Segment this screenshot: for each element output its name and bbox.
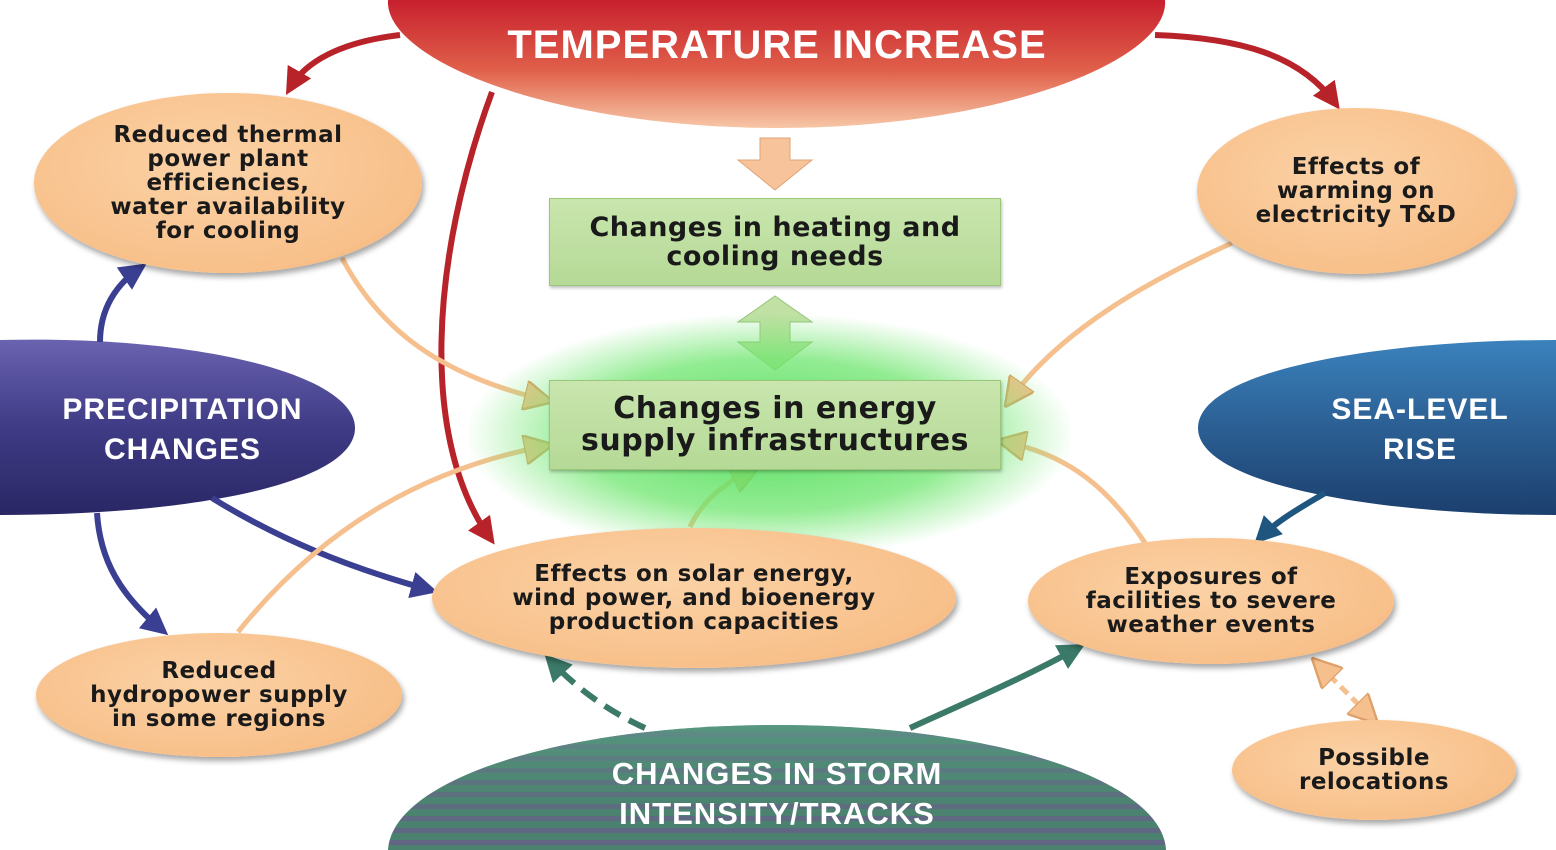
storm-changes-label: CHANGES IN STORM INTENSITY/TRACKS [611,756,943,831]
arrow-storm-to-solar-wind-dashed [544,654,647,731]
sea-level-driver-shape [1198,340,1556,515]
arrow-precipitation-to-solar-wind [210,495,438,599]
exposures-bubble: Exposures of facilities to severe weathe… [1028,538,1394,664]
energy-supply-box: Changes in energy supply infrastructures [549,380,1001,470]
arrow-temperature-to-thermal [285,32,401,96]
relocations-bubble: Possible relocations [1232,720,1516,820]
arrow-precipitation-to-thermal [97,263,147,343]
arrow-temperature-to-warming-td [1154,32,1340,110]
sea-level-rise-label: SEA-LEVEL RISE [1331,393,1509,466]
precipitation-changes-label: PRECIPITATION CHANGES [62,393,303,466]
arrow-storm-to-exposures [908,644,1086,731]
arrow-sea-level-to-exposures [1254,490,1327,544]
storm-driver-overlay [388,725,1166,850]
hydropower-bubble: Reduced hydropower supply in some region… [36,633,402,757]
thermal-efficiency-bubble: Reduced thermal power plant efficiencies… [34,93,422,273]
arrow-exposures-to-relocations [1318,664,1372,718]
precipitation-driver-shape [0,339,355,515]
temperature-increase-label: TEMPERATURE INCREASE [507,23,1047,67]
arrow-precipitation-to-hydropower [94,512,169,636]
heating-cooling-box: Changes in heating and cooling needs [549,198,1001,286]
warming-td-bubble: Effects of warming on electricity T&D [1197,108,1515,274]
arrow-temperature-to-solar-wind [438,90,495,545]
block-arrow-temperature-to-heating [736,137,814,191]
solar-wind-bio-bubble: Effects on solar energy, wind power, and… [432,528,956,668]
temperature-driver-shape [387,0,1166,128]
